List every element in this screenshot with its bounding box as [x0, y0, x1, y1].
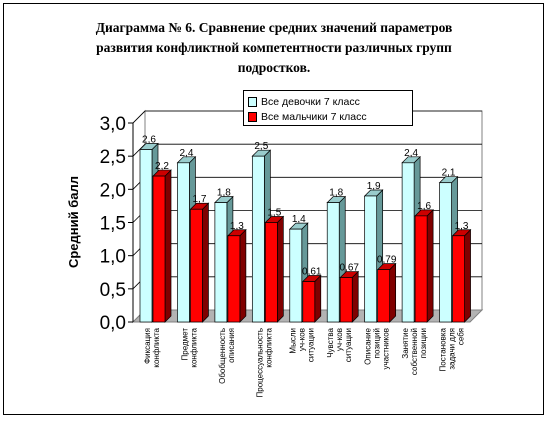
data-label: 0,79 [377, 255, 397, 266]
data-label: 1,4 [292, 214, 306, 225]
category-label: описания [227, 328, 236, 363]
data-label: 1,3 [230, 221, 244, 232]
y-tick-label: 3,0 [100, 114, 126, 135]
bar-girls [439, 182, 452, 323]
legend-label-boys: Все мальчики 7 класс [261, 111, 367, 123]
bar-boys [377, 269, 391, 323]
category-label: собственной [410, 328, 419, 375]
bar-girls [139, 149, 153, 323]
category-label: ситуации [344, 328, 353, 362]
bar-side [389, 262, 397, 323]
data-label: 1,5 [267, 208, 281, 219]
bar-side [351, 270, 359, 323]
category-label: ситуации [307, 328, 316, 362]
y-tick-label: 1,5 [100, 214, 126, 235]
data-label: 0,67 [339, 263, 359, 274]
data-label: 2,4 [404, 148, 418, 159]
bar-side [164, 169, 172, 323]
data-label: 2,6 [142, 135, 156, 146]
category-label: участников [381, 328, 390, 369]
bar-boys [152, 175, 166, 323]
y-tick-label: 0,0 [100, 313, 126, 334]
data-label: 1,6 [417, 201, 431, 212]
legend: Все девочки 7 класс Все мальчики 7 класс [243, 90, 413, 126]
data-label: 1,9 [367, 181, 381, 192]
bar-side [239, 228, 247, 323]
bar-girls [364, 195, 378, 323]
data-label: 2,1 [442, 168, 456, 179]
category-label: уч-ков [335, 328, 344, 351]
category-label: уч-ков [298, 328, 307, 351]
category-label: Процессуальность [256, 328, 265, 397]
category-label: Обобщенность [218, 328, 227, 384]
category-label: себя [456, 328, 465, 345]
data-label: 0,61 [302, 267, 322, 278]
data-label: 1,7 [192, 194, 206, 205]
legend-swatch-boys [248, 112, 257, 122]
y-axis-label: Средний балл [66, 176, 81, 268]
category-label: конфликта [190, 327, 199, 367]
legend-item-boys: Все мальчики 7 класс [248, 110, 367, 124]
bar-girls [326, 202, 340, 323]
data-label: 2,5 [254, 141, 268, 152]
bar-girls [289, 228, 303, 323]
bar-side [202, 202, 209, 323]
data-label: 1,3 [455, 221, 469, 232]
y-tick-label: 2,5 [100, 147, 126, 168]
bar-girls [214, 202, 228, 323]
y-tick-label: 1,0 [100, 247, 126, 268]
data-label: 1,8 [217, 188, 231, 199]
y-tick-label: 0,5 [100, 280, 126, 301]
category-label: конфликта [152, 327, 161, 367]
bar-boys [264, 222, 278, 323]
bar-side [426, 209, 434, 323]
legend-swatch-girls [248, 97, 257, 107]
category-label: Постановка [438, 327, 447, 371]
bar-boys [339, 277, 353, 323]
category-label: Предмет [181, 328, 190, 361]
category-label: Описание [363, 327, 372, 364]
bar-girls [401, 162, 415, 323]
data-label: 2,2 [155, 161, 169, 172]
bar-girls [251, 155, 265, 323]
bar-boys [227, 235, 241, 323]
category-label: Фиксация [143, 328, 152, 364]
bar-boys [452, 235, 465, 323]
y-tick-label: 2,0 [100, 180, 126, 201]
data-label: 1,8 [329, 188, 343, 199]
category-label: конфликта [265, 327, 274, 367]
category-label: Занятие [401, 327, 410, 358]
data-label: 2,4 [179, 148, 193, 159]
category-label: Мысли [289, 328, 298, 354]
legend-item-girls: Все девочки 7 класс [248, 95, 360, 109]
bar-boys [414, 215, 428, 323]
bar-boys [302, 281, 316, 323]
bar-boys [190, 208, 203, 323]
category-label: позиций [372, 328, 381, 358]
bar-side [276, 215, 284, 323]
chart-title: Диаграмма № 6. Сравнение средних значени… [95, 20, 453, 75]
bar-side [464, 228, 471, 323]
bar-girls [177, 162, 190, 323]
bar-side [314, 274, 322, 323]
category-label: задачи для [447, 328, 456, 370]
category-label: Чувства [326, 327, 335, 357]
category-label: позиции [419, 328, 428, 358]
legend-label-girls: Все девочки 7 класс [261, 96, 360, 108]
